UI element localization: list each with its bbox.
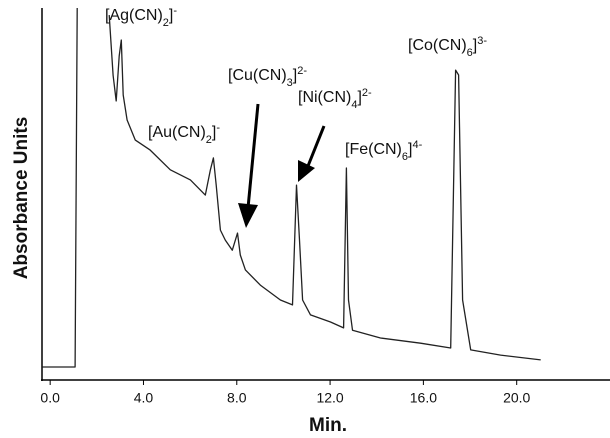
peak-label-part: [Cu(CN) [228,67,287,84]
y-axis-title: Absorbance Units [11,117,32,280]
peak-label: [Co(CN)6]3- [408,35,487,59]
peak-label-part: 4 [351,99,357,111]
x-tick-label: 8.0 [227,390,247,406]
peak-label-part: ] [473,37,477,54]
peak-label-part: 2- [362,87,372,99]
peak-label-part: 2 [163,17,169,29]
peak-label-part: 3- [477,35,487,47]
peak-label-part: [Au(CN) [148,124,206,141]
peak-label-part: ] [169,7,173,24]
peak-label-part: - [216,122,220,134]
peak-label-part: ] [293,67,297,84]
x-tick-label: 0.0 [40,390,60,406]
peak-label-part: ] [212,124,216,141]
peak-label-part: 2 [206,134,212,146]
peak-label-part: - [173,5,177,17]
peak-label-part: 2- [297,65,307,77]
peak-label-part: [Fe(CN) [345,141,402,158]
x-tick-label: 16.0 [410,390,437,406]
peak-label-part: ] [357,89,361,106]
peak-label-part: ] [408,141,412,158]
peak-label: [Ag(CN)2]- [105,5,177,29]
peak-label-part: 6 [402,151,408,163]
x-tick-label: 4.0 [134,390,154,406]
x-tick-label: 12.0 [316,390,343,406]
peak-label-part: 4- [412,139,422,151]
peak-label: [Ni(CN)4]2- [298,87,372,111]
peak-label: [Au(CN)2]- [148,122,220,146]
x-axis-title: Min. [309,415,347,436]
peak-label-part: [Ag(CN) [105,7,163,24]
peak-label-part: 3 [287,77,293,89]
x-tick-label: 20.0 [503,390,530,406]
arrow [298,125,326,182]
peak-label-part: 6 [467,47,473,59]
plot-area: 0.0 4.0 8.0 12.0 16.0 20.0[Ag(CN)2]-[Cu(CN)3]… [40,5,541,406]
chromatogram-line [42,7,541,368]
peak-label-part: [Ni(CN) [298,89,351,106]
peak-label-part: [Co(CN) [408,37,467,54]
peak-label: [Cu(CN)3]2- [228,65,307,89]
arrow [238,103,260,228]
peak-label: [Fe(CN)6]4- [345,139,423,163]
